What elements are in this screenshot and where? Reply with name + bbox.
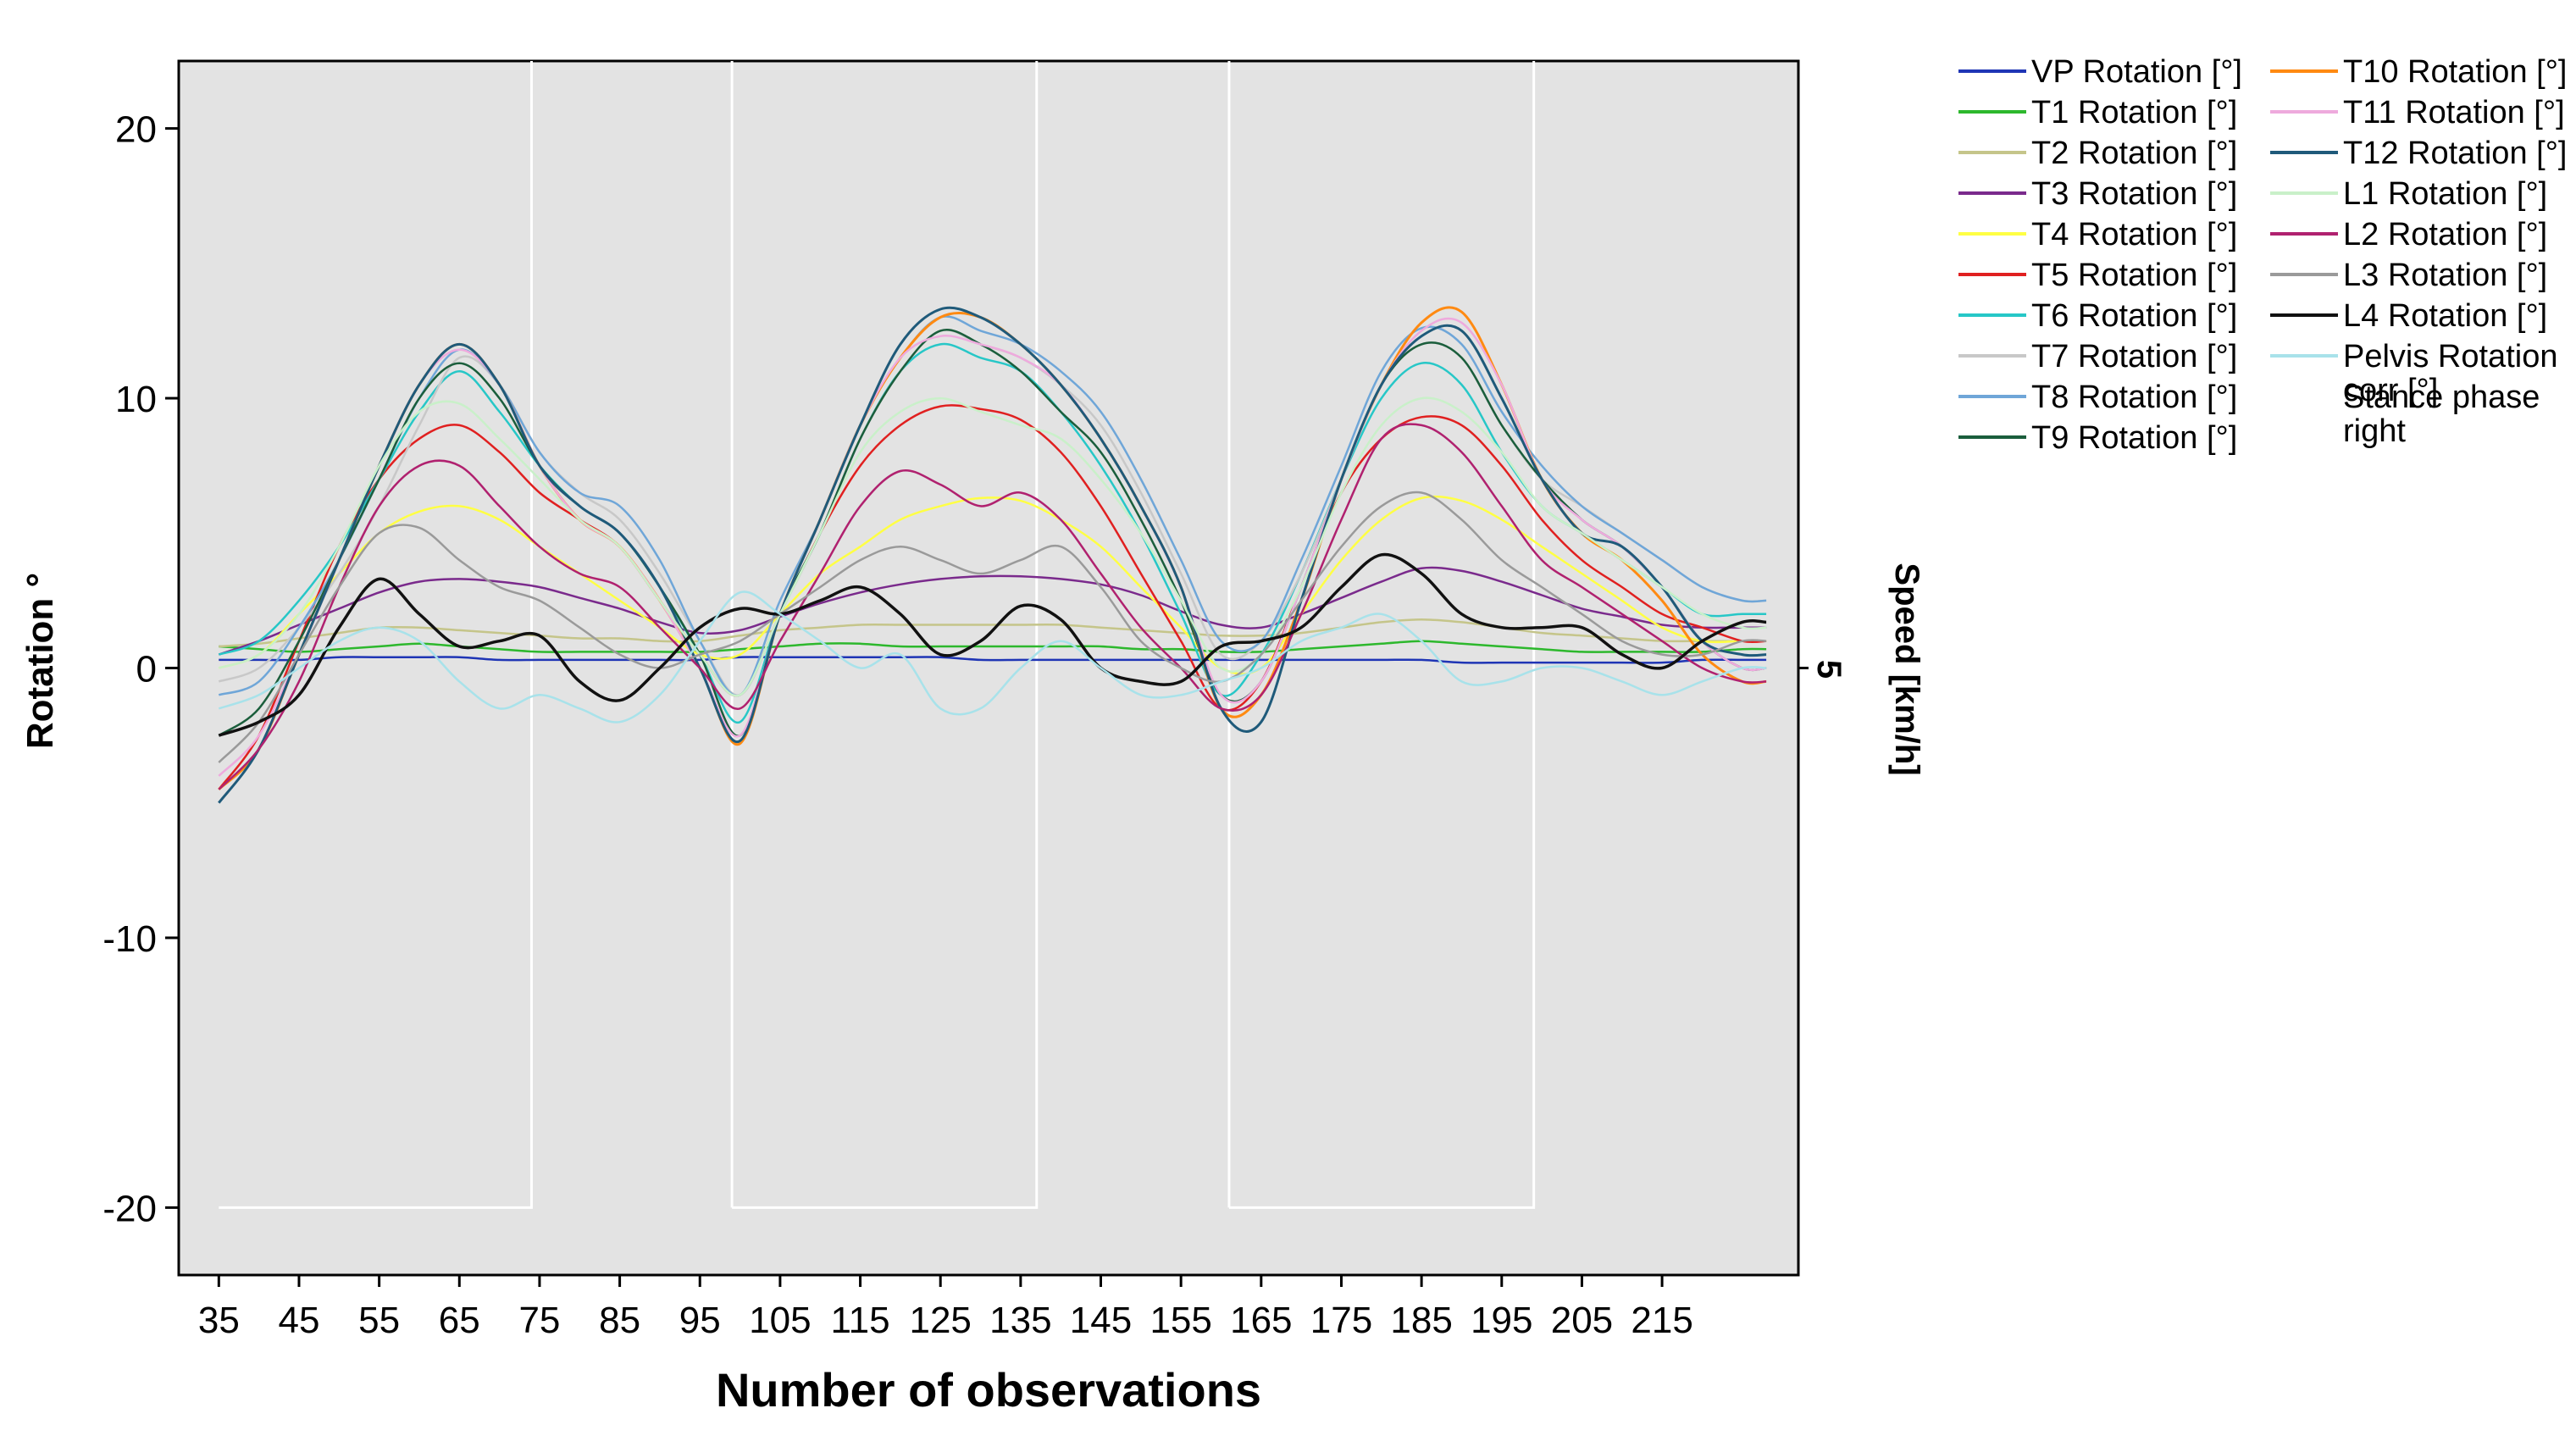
- legend-label: L1 Rotation [°]: [2343, 176, 2547, 212]
- legend-label: T5 Rotation [°]: [2031, 258, 2237, 293]
- x-tick-label: 75: [518, 1300, 560, 1341]
- legend-item: T9 Rotation [°]: [1958, 420, 2237, 456]
- legend-label: T6 Rotation [°]: [2031, 298, 2237, 334]
- legend-item: VP Rotation [°]: [1958, 54, 2242, 90]
- legend-item: T8 Rotation [°]: [1958, 380, 2237, 415]
- series-line: [218, 396, 1767, 697]
- series-line: [219, 656, 1767, 664]
- x-tick-label: 205: [1551, 1300, 1613, 1341]
- x-tick-label: 95: [679, 1300, 721, 1341]
- series-line: [219, 618, 1767, 648]
- x-tick-label: 55: [358, 1300, 400, 1341]
- series-line: [218, 566, 1767, 656]
- series-line: [218, 317, 1767, 777]
- legend-label: T12 Rotation [°]: [2343, 136, 2567, 171]
- x-tick-label: 165: [1230, 1300, 1292, 1341]
- plot-background: [177, 59, 1800, 1277]
- legend-item: T4 Rotation [°]: [1958, 217, 2237, 252]
- x-tick-label: 155: [1150, 1300, 1211, 1341]
- legend-label: VP Rotation [°]: [2031, 54, 2242, 90]
- x-tick-label: 135: [989, 1300, 1051, 1341]
- series-line: [218, 404, 1767, 790]
- stance-phase-segment: [219, 61, 533, 1209]
- y-tick-label: 20: [115, 109, 157, 151]
- secondary-axis-tick: 5: [1810, 660, 1848, 679]
- legend-item: T7 Rotation [°]: [1958, 339, 2237, 374]
- legend-label: Pelvis Rotation: [2343, 339, 2557, 374]
- legend-label: T4 Rotation [°]: [2031, 217, 2237, 252]
- legend-item: T2 Rotation [°]: [1958, 136, 2237, 171]
- axes: 35 45 55 65 75 85 95 105 115 125 135 145 155 165 175 18…: [102, 109, 1809, 1341]
- legend-label: T9 Rotation [°]: [2031, 420, 2237, 456]
- x-tick-label: 45: [279, 1300, 320, 1341]
- x-tick-label: 215: [1631, 1300, 1692, 1341]
- series-line: [219, 640, 1767, 654]
- legend-item: T11 Rotation [°]: [2270, 95, 2565, 130]
- legend-label: corr [°]: [2343, 373, 2438, 408]
- legend-item: T3 Rotation [°]: [1958, 176, 2237, 212]
- legend-label: L2 Rotation [°]: [2343, 217, 2547, 252]
- stance-phase-segment: [732, 61, 1039, 1209]
- legend-item: T5 Rotation [°]: [1958, 258, 2237, 293]
- stance-phase-segment: [1228, 61, 1536, 1209]
- legend-item: T12 Rotation [°]: [2270, 136, 2567, 171]
- y-tick-label: -10: [102, 918, 157, 960]
- legend-label: L4 Rotation [°]: [2343, 298, 2547, 334]
- legend-label: T11 Rotation [°]: [2343, 95, 2565, 130]
- series-layer: [218, 306, 1767, 804]
- x-tick-label: 175: [1310, 1300, 1372, 1341]
- legend-label: T3 Rotation [°]: [2031, 176, 2237, 212]
- series-line: [218, 590, 1767, 724]
- series-line: [218, 423, 1767, 790]
- legend-label: T1 Rotation [°]: [2031, 95, 2237, 130]
- x-tick-label: 185: [1390, 1300, 1452, 1341]
- legend-label: Stance phase: [2343, 380, 2540, 415]
- x-tick-label: 35: [198, 1300, 240, 1341]
- y-axis-title: Rotation °: [19, 573, 61, 749]
- legend-item: L2 Rotation [°]: [2270, 217, 2547, 252]
- x-axis-title: Number of observations: [716, 1363, 1261, 1417]
- legend-label: T10 Rotation [°]: [2343, 54, 2567, 90]
- legend-item: L1 Rotation [°]: [2270, 176, 2547, 212]
- series-line: [218, 491, 1767, 763]
- legend-item: T6 Rotation [°]: [1958, 298, 2237, 334]
- legend-item: T1 Rotation [°]: [1958, 95, 2237, 130]
- secondary-axis-title: Speed [km/h]: [1888, 563, 1925, 775]
- legend-item: T10 Rotation [°]: [2270, 54, 2567, 90]
- legend-label: T7 Rotation [°]: [2031, 339, 2237, 374]
- legend-label: T8 Rotation [°]: [2031, 380, 2237, 415]
- legend-item: L4 Rotation [°]: [2270, 298, 2547, 334]
- series-line: [218, 306, 1767, 804]
- legend-label: right: [2343, 413, 2406, 449]
- legend-label: T2 Rotation [°]: [2031, 136, 2237, 171]
- x-tick-label: 85: [599, 1300, 640, 1341]
- y-tick-label: 10: [115, 379, 157, 420]
- y-tick-label: -20: [102, 1188, 157, 1229]
- x-tick-label: 145: [1070, 1300, 1132, 1341]
- x-tick-label: 105: [749, 1300, 811, 1341]
- y-tick-label: 0: [136, 649, 157, 690]
- legend: VP Rotation [°] T1 Rotation [°] T2 Rotatio…: [1958, 54, 2567, 456]
- x-tick-label: 115: [830, 1300, 889, 1341]
- legend-label: L3 Rotation [°]: [2343, 258, 2547, 293]
- stance-phase-layer: [219, 61, 1536, 1209]
- series-line: [218, 552, 1767, 737]
- legend-item: L3 Rotation [°]: [2270, 258, 2547, 293]
- x-tick-label: 195: [1471, 1300, 1532, 1341]
- series-line: [218, 495, 1767, 675]
- series-line: [218, 342, 1767, 724]
- x-tick-label: 125: [909, 1300, 971, 1341]
- x-tick-label: 65: [439, 1300, 480, 1341]
